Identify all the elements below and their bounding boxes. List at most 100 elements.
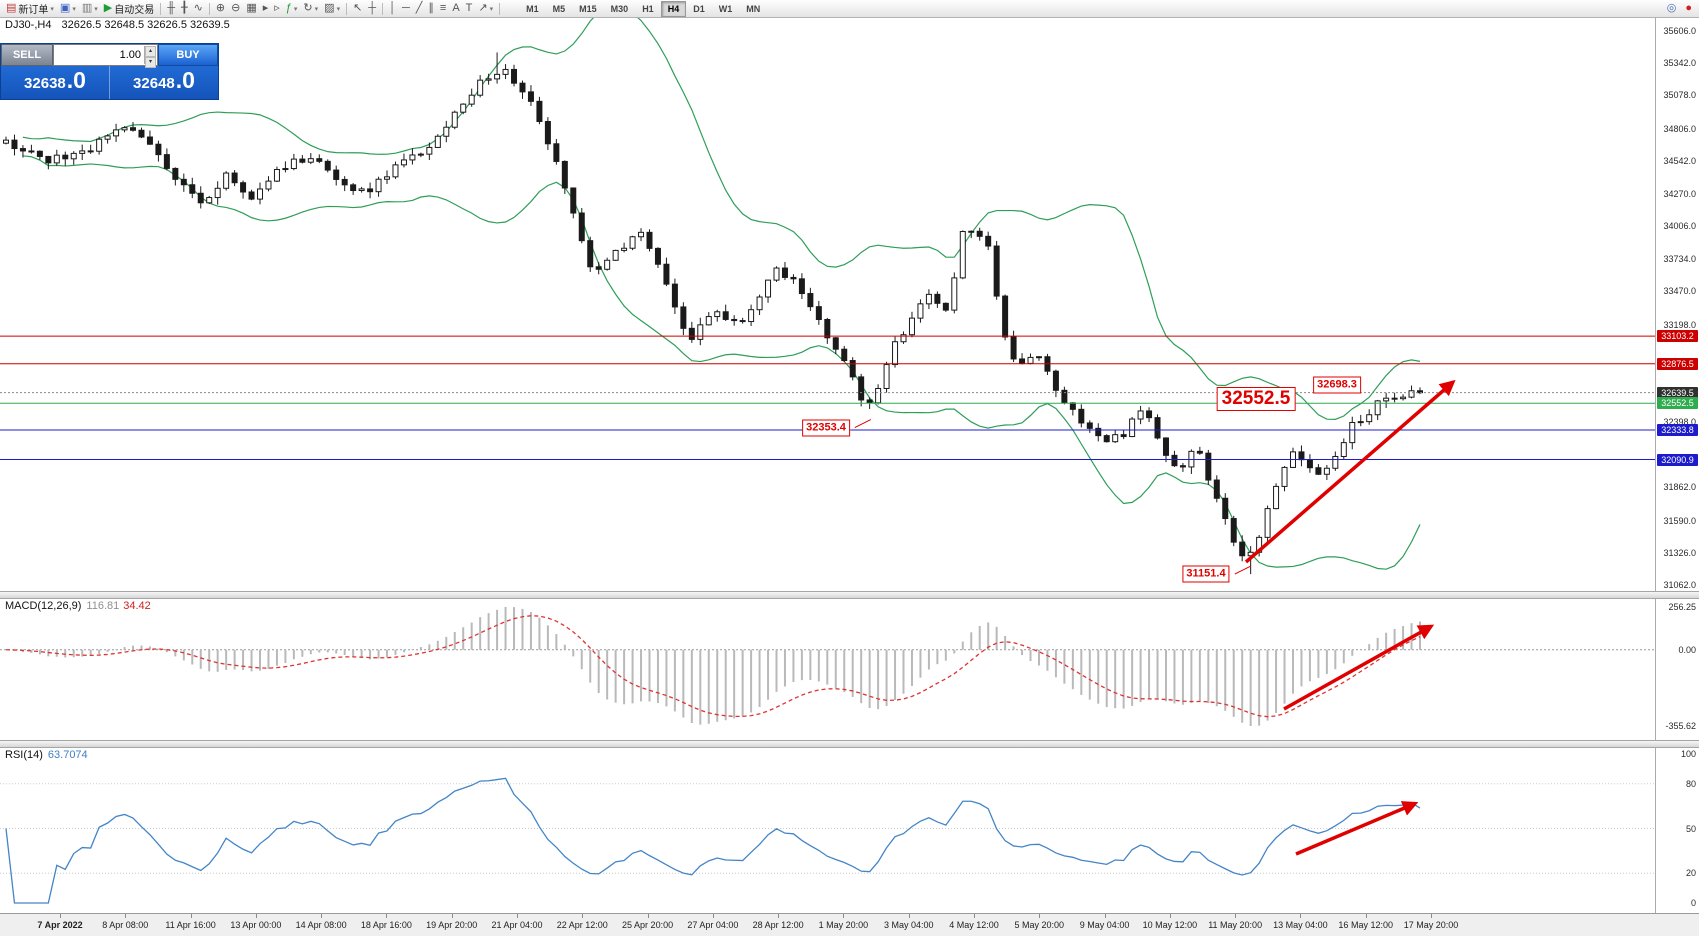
rsi-axis[interactable]: 100 80 50 20 0 — [1655, 746, 1699, 913]
text-tool-button[interactable]: A — [449, 1, 462, 16]
time-axis[interactable]: 7 Apr 2022 8 Apr 08:00 11 Apr 16:00 13 Apr … — [0, 913, 1699, 936]
channel-tool-button[interactable]: ∥ — [425, 1, 437, 16]
crosshair-tool-button[interactable]: ┼ — [365, 1, 379, 16]
timeframe-mn-button[interactable]: MN — [746, 3, 761, 14]
timeframe-h1-button[interactable]: H1 — [642, 3, 654, 14]
arrows-tool-button[interactable]: ↗ ▾ — [475, 1, 496, 16]
price-callout-label[interactable]: 32353.4 — [802, 419, 850, 437]
timeframe-d1-button[interactable]: D1 — [693, 3, 705, 14]
stepper-up-icon[interactable]: ▴ — [145, 46, 156, 57]
cursor-tool-button[interactable]: ↖ — [350, 1, 365, 16]
macd-axis[interactable]: 256.25 0.00 -355.62 — [1655, 597, 1699, 740]
ask-price[interactable]: 32648.0 — [109, 66, 218, 99]
indicators-button[interactable]: ƒ ▾ — [283, 1, 301, 16]
periods-icon: ↻ — [303, 2, 313, 14]
candlestick-icon: ╂ — [181, 2, 188, 14]
bid-fraction: .0 — [66, 67, 86, 93]
toolbar-item-label: 自动交易 — [114, 5, 155, 16]
periods-button[interactable]: ↻ ▾ — [300, 1, 321, 16]
line-chart-icon: ∿ — [193, 2, 203, 14]
time-tick — [1169, 914, 1171, 918]
new-order-icon: ▤ — [6, 2, 17, 14]
timeframe-m30-button[interactable]: M30 — [610, 3, 629, 14]
price-callout-label[interactable]: 32698.3 — [1313, 376, 1361, 394]
price-tick-label: 31862.0 — [1663, 482, 1696, 493]
price-level-tag: 32090.9 — [1657, 453, 1698, 466]
auto-scroll-button[interactable]: ▸ — [260, 1, 272, 16]
time-tick — [1365, 914, 1367, 918]
toolbar-separator — [160, 2, 162, 15]
label-icon: T — [465, 2, 473, 14]
macd-signal-value: 34.42 — [123, 600, 151, 612]
zoom-in-icon: ⊕ — [215, 2, 226, 14]
macd-tick-label: 256.25 — [1668, 602, 1696, 612]
search-button[interactable]: ◎ — [1664, 1, 1680, 16]
tile-windows-button[interactable]: ▦ — [243, 1, 259, 16]
price-tick-label: 31326.0 — [1663, 547, 1696, 558]
chart-shift-button[interactable]: ▹ — [271, 1, 283, 16]
templates-icon: ▨ — [324, 2, 335, 14]
time-tick — [908, 914, 910, 918]
zoom-in-button[interactable]: ⊕ — [213, 1, 228, 16]
price-tick-label: 35606.0 — [1663, 26, 1696, 36]
time-tick — [1039, 914, 1041, 918]
vertical-line-tool-button[interactable]: │ — [386, 1, 399, 16]
rsi-canvas[interactable] — [0, 746, 1699, 913]
timeframe-w1-button[interactable]: W1 — [718, 3, 733, 14]
trendline-tool-button[interactable]: ╱ — [413, 1, 426, 16]
timeframe-m1-button[interactable]: M1 — [526, 3, 539, 14]
price-axis[interactable]: 35606.0 35342.0 35078.0 34806.0 34542.0 34270… — [1655, 17, 1699, 591]
bid-main: 32638 — [24, 75, 66, 92]
zoom-out-button[interactable]: ⊖ — [228, 1, 243, 16]
price-callout-label[interactable]: 32552.5 — [1216, 386, 1296, 411]
time-label: 22 Apr 12:00 — [556, 920, 608, 930]
rsi-tick-label: 20 — [1685, 868, 1696, 879]
price-chart-canvas[interactable] — [0, 17, 1699, 591]
caret-down-icon: ▾ — [336, 5, 341, 13]
label-tool-button[interactable]: T — [463, 1, 476, 16]
panel-resize-handle[interactable] — [0, 740, 1699, 748]
volume-input[interactable]: 1.00 ▴ ▾ — [53, 44, 158, 68]
community-button[interactable]: ● — [1682, 1, 1695, 16]
fibonacci-tool-button[interactable]: ≡ — [437, 1, 449, 16]
time-label: 18 Apr 16:00 — [360, 920, 412, 930]
caret-down-icon: ▾ — [314, 5, 319, 13]
templates-button[interactable]: ▨ ▾ — [321, 1, 343, 16]
volume-stepper[interactable]: ▴ ▾ — [144, 46, 156, 68]
new-chart-button[interactable]: ▣ ▾ — [57, 1, 79, 16]
time-label: 19 Apr 20:00 — [426, 920, 478, 930]
auto-trading-button[interactable]: ▶ 自动交易 — [101, 1, 157, 17]
time-label: 27 Apr 04:00 — [687, 920, 739, 930]
panel-resize-handle[interactable] — [0, 591, 1699, 599]
horizontal-line-tool-button[interactable]: ─ — [399, 1, 413, 16]
macd-canvas[interactable] — [0, 597, 1699, 740]
price-chart-panel[interactable]: DJ30-,H4 32626.5 32648.5 32626.5 32639.5… — [0, 17, 1699, 591]
profiles-button[interactable]: ▥ ▾ — [79, 1, 101, 16]
rsi-panel[interactable]: RSI(14) 63.7074 100 80 50 20 0 — [0, 746, 1699, 913]
new-order-button[interactable]: ▤ 新订单 ▾ — [3, 1, 57, 17]
chart-shift-icon: ▹ — [274, 2, 280, 14]
timeframe-h4-button[interactable]: H4 — [660, 0, 687, 17]
timeframe-m15-button[interactable]: M15 — [579, 3, 597, 14]
timeframe-m5-button[interactable]: M5 — [552, 3, 566, 14]
time-label: 13 Apr 00:00 — [230, 920, 282, 930]
toolbar-separator — [499, 2, 501, 15]
macd-panel[interactable]: MACD(12,26,9) 116.81 34.42 256.25 0.00 -355.… — [0, 597, 1699, 740]
toolbar-separator — [382, 2, 384, 15]
stepper-down-icon[interactable]: ▾ — [145, 57, 156, 68]
candlestick-mode-button[interactable]: ╂ — [178, 1, 191, 16]
caret-down-icon: ▾ — [50, 5, 54, 13]
line-chart-mode-button[interactable]: ∿ — [191, 1, 206, 16]
caret-down-icon: ▾ — [489, 5, 494, 13]
search-icon: ◎ — [1666, 2, 1677, 14]
time-tick — [1300, 914, 1302, 918]
bar-chart-mode-button[interactable]: ╫ — [164, 1, 178, 16]
bid-price[interactable]: 32638.0 — [1, 66, 109, 99]
price-callout-label[interactable]: 31151.4 — [1182, 565, 1230, 583]
sell-button[interactable]: SELL — [1, 44, 53, 66]
buy-button[interactable]: BUY — [158, 44, 218, 66]
macd-tick-label: -355.62 — [1665, 721, 1696, 731]
trendline-icon: ╱ — [415, 2, 423, 14]
time-label: 11 May 20:00 — [1208, 920, 1263, 930]
